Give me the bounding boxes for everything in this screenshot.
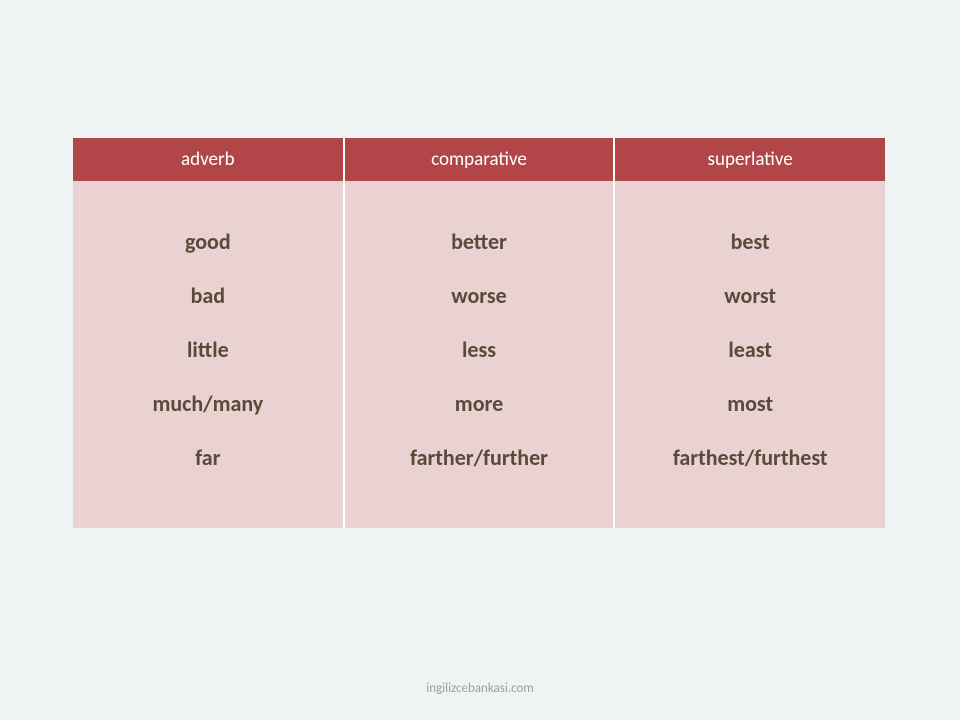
footer-source: ingilizcebankasi.com [0, 681, 960, 696]
cell-adverb: good bad little much/many far [73, 181, 344, 528]
col-header-superlative: superlative [614, 138, 885, 181]
cell-text: better [345, 215, 614, 269]
cell-text: worse [345, 269, 614, 323]
cell-text: most [615, 377, 885, 431]
cell-text: bad [73, 269, 343, 323]
cell-text: good [73, 215, 343, 269]
table-body-row: good bad little much/many far better wor… [73, 181, 885, 528]
cell-text: best [615, 215, 885, 269]
cell-text: much/many [73, 377, 343, 431]
cell-text: worst [615, 269, 885, 323]
cell-text: little [73, 323, 343, 377]
cell-text: farther/further [345, 431, 614, 485]
cell-text: far [73, 431, 343, 485]
col-header-adverb: adverb [73, 138, 344, 181]
slide: adverb comparative superlative good bad … [0, 0, 960, 720]
col-header-comparative: comparative [344, 138, 615, 181]
adverb-comparison-table: adverb comparative superlative good bad … [73, 138, 885, 528]
cell-text: least [615, 323, 885, 377]
cell-comparative: better worse less more farther/further [344, 181, 615, 528]
cell-superlative: best worst least most farthest/furthest [614, 181, 885, 528]
cell-text: less [345, 323, 614, 377]
cell-text: more [345, 377, 614, 431]
table-header-row: adverb comparative superlative [73, 138, 885, 181]
cell-text: farthest/furthest [615, 431, 885, 485]
